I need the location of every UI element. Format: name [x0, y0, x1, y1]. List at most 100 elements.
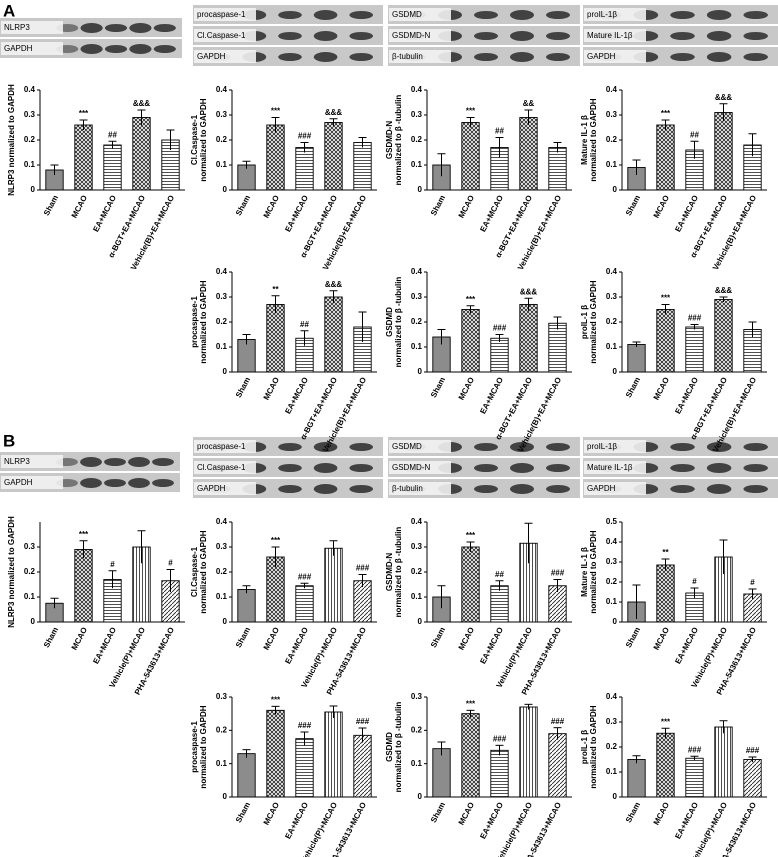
blot-label: GAPDH	[587, 52, 616, 61]
significance-label: **	[272, 285, 279, 294]
significance-label: ###	[356, 717, 370, 726]
y-axis-label: GSDMD-N	[385, 121, 394, 159]
significance-label: ###	[746, 746, 760, 755]
bar	[519, 304, 538, 373]
blot-band	[510, 52, 534, 62]
x-tick-label: Sham	[624, 801, 642, 824]
significance-label: &&&	[325, 108, 343, 117]
bar	[237, 589, 256, 623]
blot-label: Mature IL-1β	[587, 31, 633, 40]
blot-label: procaspase-1	[197, 442, 246, 451]
blot-band	[80, 457, 102, 467]
x-tick-label: Sham	[42, 194, 60, 217]
blot-label-box	[584, 29, 646, 42]
blot-band	[706, 52, 732, 62]
blot-label-box	[194, 482, 256, 495]
x-tick-label: Sham	[624, 194, 642, 217]
y-axis-label: NLRP3 normalized to GAPDH	[7, 516, 16, 628]
bar	[548, 147, 567, 191]
blot-label-box	[389, 482, 451, 495]
blot-label-box	[389, 29, 451, 42]
y-tick-label: 0.1	[411, 160, 423, 169]
blot-label: Mature IL-1β	[587, 463, 633, 472]
blot-band	[349, 32, 374, 40]
blot-band	[546, 464, 570, 472]
blot-label: proIL-1β	[587, 442, 617, 451]
y-tick-label: 0	[418, 367, 423, 376]
y-tick-label: 0.3	[606, 292, 618, 301]
panel-label: B	[3, 431, 15, 450]
bar	[490, 749, 509, 798]
y-axis-label: Cl.Caspase-1	[190, 546, 199, 597]
bar	[132, 117, 151, 191]
y-tick-label: 0.4	[411, 517, 423, 526]
blot-label-box	[1, 455, 63, 468]
blot-label: GAPDH	[197, 52, 226, 61]
significance-label: ***	[466, 531, 476, 540]
x-tick-label: MCAO	[457, 626, 476, 652]
bar	[548, 322, 567, 373]
blot-band	[510, 463, 534, 473]
significance-label: ##	[108, 130, 117, 139]
blot-band	[546, 11, 570, 19]
blot-band	[743, 11, 768, 19]
blot-band	[706, 10, 732, 20]
bar	[714, 726, 733, 798]
blot-band	[313, 484, 338, 494]
y-tick-label: 0	[418, 185, 423, 194]
blot-band	[706, 442, 732, 452]
blot-label-box	[584, 482, 646, 495]
y-tick-label: 0.2	[216, 135, 228, 144]
blot-band	[153, 24, 176, 32]
blot-band	[153, 45, 176, 53]
significance-label: #	[750, 578, 755, 587]
y-axis-label: normalized to GAPDH	[589, 705, 598, 788]
bar	[266, 709, 285, 798]
bar	[627, 759, 646, 798]
x-tick-label: MCAO	[262, 801, 281, 827]
y-tick-label: 0.2	[216, 567, 228, 576]
significance-label: ***	[466, 295, 476, 304]
x-tick-label: Sham	[234, 376, 252, 399]
y-tick-label: 0.3	[216, 692, 228, 701]
y-axis-label: normalized to β -tubulin	[394, 277, 403, 368]
y-tick-label: 0.4	[606, 267, 618, 276]
x-tick-label: EA+MCAO	[91, 626, 118, 666]
blot-label-box	[584, 8, 646, 21]
y-tick-label: 0.4	[216, 517, 228, 526]
blot-band	[474, 443, 498, 451]
blot-label-box	[389, 461, 451, 474]
significance-label: ###	[688, 314, 702, 323]
bar	[461, 309, 480, 373]
blot-band	[313, 10, 338, 20]
blot-band	[129, 44, 152, 54]
significance-label: ###	[551, 569, 565, 578]
bar	[353, 734, 372, 798]
blot-band	[743, 485, 768, 493]
significance-label: ***	[79, 109, 89, 118]
bar	[295, 738, 314, 798]
bar	[656, 564, 675, 623]
y-tick-label: 0.4	[411, 267, 423, 276]
bar	[353, 142, 372, 191]
blot-label-box	[194, 8, 256, 21]
x-tick-label: EA+MCAO	[283, 801, 310, 841]
bar	[461, 122, 480, 191]
bar	[519, 706, 538, 798]
significance-label: ###	[298, 132, 312, 141]
x-tick-label: EA+MCAO	[478, 376, 505, 416]
y-axis-label: normalized to GAPDH	[589, 530, 598, 613]
y-tick-label: 0.2	[606, 742, 618, 751]
blot-label: GSDMD-N	[392, 463, 430, 472]
x-tick-label: MCAO	[652, 801, 671, 827]
blot-band	[104, 479, 126, 487]
significance-label: &&&	[520, 287, 538, 296]
y-tick-label: 0.2	[24, 135, 36, 144]
blot-band	[80, 23, 103, 33]
x-tick-label: MCAO	[70, 194, 89, 220]
x-tick-label: MCAO	[652, 194, 671, 220]
y-tick-label: 0.1	[216, 342, 228, 351]
blot-band	[670, 32, 695, 40]
x-tick-label: MCAO	[457, 194, 476, 220]
blot-label: β-tubulin	[392, 484, 423, 493]
